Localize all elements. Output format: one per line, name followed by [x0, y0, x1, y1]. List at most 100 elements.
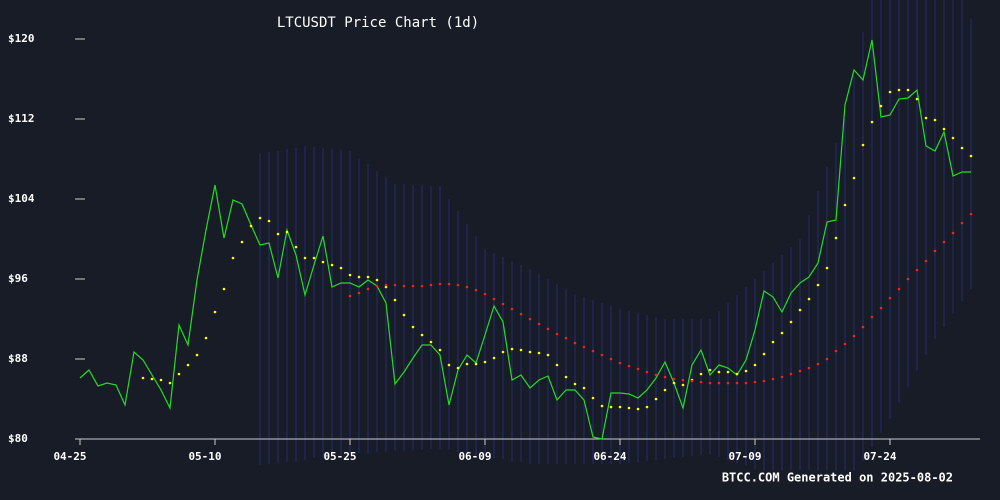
ma-dot: [420, 333, 424, 337]
ma-dot: [312, 256, 316, 260]
ma-dot: [753, 380, 757, 384]
ma-dot: [717, 381, 721, 385]
ma-dot: [600, 353, 604, 357]
price-line: [79, 39, 971, 440]
ma-dot: [825, 357, 829, 361]
ma-dot: [924, 116, 928, 120]
x-tick-label: 06-24: [593, 450, 626, 463]
ma-dot: [438, 282, 442, 286]
ma-dot: [798, 308, 802, 312]
ma-dot: [348, 273, 352, 277]
ma-dot: [762, 379, 766, 383]
ma-dot: [357, 291, 361, 295]
ma-dot: [861, 325, 865, 329]
ma-dot: [906, 88, 910, 92]
ma-dot: [924, 259, 928, 263]
ma-dot: [726, 381, 730, 385]
ma-dot: [447, 363, 451, 367]
ma-dot: [627, 364, 631, 368]
ma-dot: [159, 378, 163, 382]
chart-title: LTCUSDT Price Chart (1d): [277, 15, 479, 31]
y-tick-label: $112: [8, 112, 35, 125]
ma-dot: [528, 317, 532, 321]
ma-dot: [609, 357, 613, 361]
ma-dot: [672, 377, 676, 381]
ma-dot: [555, 363, 559, 367]
ma-dot: [501, 350, 505, 354]
ma-dot: [852, 176, 856, 180]
ma-dot: [564, 375, 568, 379]
ma-dot: [780, 331, 784, 335]
ma-dot: [582, 386, 586, 390]
ma-dot: [762, 352, 766, 356]
ma-dot: [861, 143, 865, 147]
ma-dot: [537, 322, 541, 326]
ma-dot: [681, 378, 685, 382]
ma-dot: [177, 372, 181, 376]
ma-dot: [744, 369, 748, 373]
ma-dot: [429, 283, 433, 287]
ma-dot: [825, 266, 829, 270]
y-tick-label: $120: [8, 32, 35, 45]
ma-dot: [816, 283, 820, 287]
ma-dot: [969, 154, 973, 158]
ma-dot: [753, 363, 757, 367]
ma-dot: [150, 377, 154, 381]
ma-dot: [798, 369, 802, 373]
ma-dot: [249, 224, 253, 228]
ma-dot: [870, 120, 874, 124]
ma-dot: [744, 381, 748, 385]
ma-dot: [546, 353, 550, 357]
ma-dot: [285, 230, 289, 234]
ma-dot: [879, 104, 883, 108]
x-tick-label: 07-09: [728, 450, 761, 463]
ma-dot: [654, 397, 658, 401]
ma-dot: [933, 118, 937, 122]
ma-dot: [915, 97, 919, 101]
ma-dot: [618, 405, 622, 409]
ma-dot: [357, 275, 361, 279]
ma-dot: [276, 232, 280, 236]
ma-dot: [627, 406, 631, 410]
x-tick-label: 06-09: [458, 450, 491, 463]
ma-dot: [771, 340, 775, 344]
ma-dot: [393, 298, 397, 302]
ma-dot: [465, 362, 469, 366]
ma-dot: [807, 366, 811, 370]
ma-dot: [555, 332, 559, 336]
ma-dot: [519, 312, 523, 316]
ma-dot: [888, 90, 892, 94]
ma-dot: [465, 285, 469, 289]
y-tick-label: $96: [8, 272, 28, 285]
ma-dot: [645, 405, 649, 409]
ma-dot: [258, 216, 262, 220]
ma-dot: [915, 268, 919, 272]
ma-dot: [321, 260, 325, 264]
ma-dot: [681, 383, 685, 387]
ma-dot: [213, 310, 217, 314]
ma-dot: [402, 284, 406, 288]
ma-dot: [420, 284, 424, 288]
ma-dot: [969, 212, 973, 216]
ma-dot: [447, 282, 451, 286]
y-tick-label: $104: [8, 192, 35, 205]
x-tick-label: 05-10: [188, 450, 221, 463]
ma-dot: [222, 287, 226, 291]
ma-dot: [528, 350, 532, 354]
ma-dot: [960, 221, 964, 225]
ma-dot: [942, 127, 946, 131]
ma-dot: [906, 277, 910, 281]
ma-dot: [636, 407, 640, 411]
ma-dot: [204, 336, 208, 340]
ma-dot: [843, 342, 847, 346]
ma-dot: [141, 376, 145, 380]
ma-dot: [564, 336, 568, 340]
ma-dot: [348, 294, 352, 298]
ma-dot: [636, 367, 640, 371]
ma-dot: [951, 136, 955, 140]
ma-dot: [186, 363, 190, 367]
ma-dot: [897, 88, 901, 92]
ma-dot: [339, 266, 343, 270]
ma-dot: [843, 203, 847, 207]
